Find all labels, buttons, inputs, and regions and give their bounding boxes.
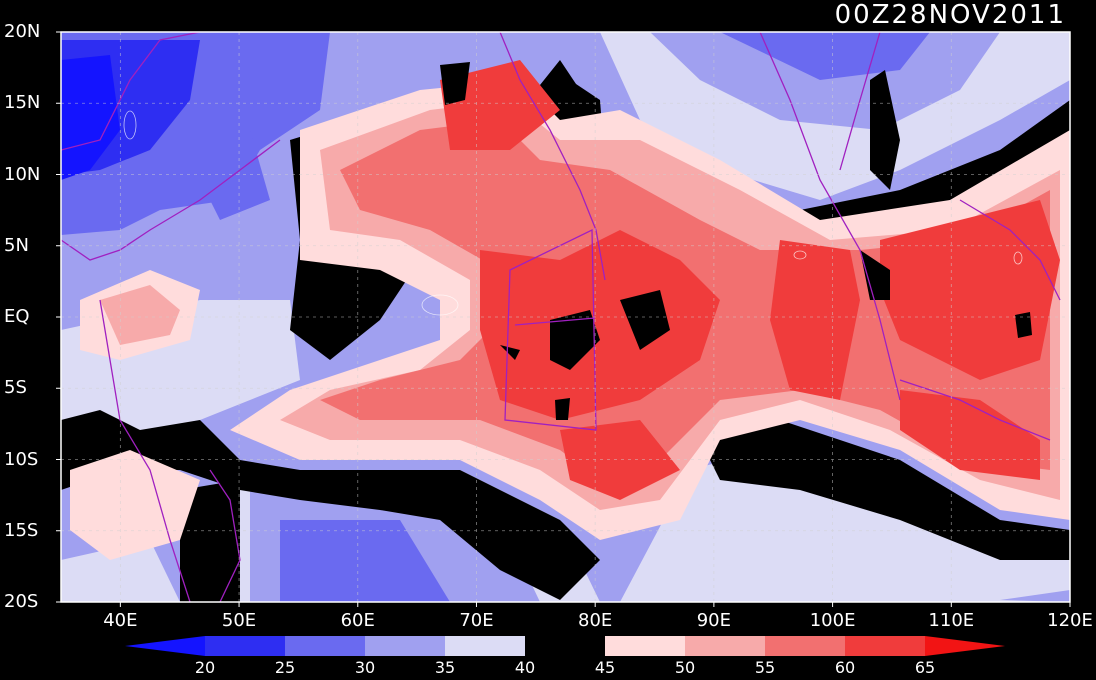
colorbar xyxy=(125,636,1005,656)
colorbar-arrow-low xyxy=(125,636,205,656)
lat-label: 5S xyxy=(4,377,27,399)
lat-label: 10S xyxy=(4,448,39,470)
lat-label: EQ xyxy=(4,306,30,327)
lon-label: 70E xyxy=(459,610,494,631)
lon-label: 110E xyxy=(928,610,975,631)
colorbar-level-label: 45 xyxy=(594,658,616,677)
colorbar-level-label: 30 xyxy=(354,658,376,677)
colorbar-arrow-high xyxy=(925,636,1005,656)
colorbar-level-label: 65 xyxy=(914,658,936,677)
lat-label: 5N xyxy=(4,234,29,256)
colorbar-level-label: 40 xyxy=(514,658,536,677)
colorbar-segment xyxy=(365,636,445,656)
lon-label: 90E xyxy=(696,610,732,631)
lat-label: 20S xyxy=(4,591,39,612)
colorbar-segment xyxy=(845,636,925,656)
axis-ticks xyxy=(56,31,1071,607)
lon-label: 100E xyxy=(809,610,856,631)
colorbar-segment xyxy=(685,636,765,656)
colorbar-level-label: 50 xyxy=(674,658,696,677)
valid-time-label: 00Z28NOV2011 xyxy=(834,0,1066,30)
colorbar-segment xyxy=(765,636,845,656)
lat-label: 10N xyxy=(4,163,41,185)
colorbar-segment xyxy=(205,636,285,656)
colorbar-level-label: 35 xyxy=(434,658,456,677)
coastlines xyxy=(61,32,1061,602)
colorbar-level-label: 60 xyxy=(834,658,856,677)
lon-label: 40E xyxy=(103,610,138,631)
colorbar-segment xyxy=(605,636,685,656)
lat-label: 20N xyxy=(4,21,41,42)
colorbar-level-label: 20 xyxy=(194,658,216,677)
lon-label: 60E xyxy=(340,610,375,631)
lon-label: 50E xyxy=(221,610,257,631)
colorbar-level-label: 55 xyxy=(754,658,776,677)
colorbar-segment xyxy=(525,636,605,656)
lon-label: 120E xyxy=(1047,610,1093,631)
colorbar-segment xyxy=(445,636,525,656)
lon-label: 80E xyxy=(578,610,613,631)
lat-label: 15N xyxy=(4,92,41,114)
colorbar-level-label: 25 xyxy=(274,658,296,677)
lat-label: 15S xyxy=(4,519,39,541)
colorbar-segment xyxy=(285,636,365,656)
